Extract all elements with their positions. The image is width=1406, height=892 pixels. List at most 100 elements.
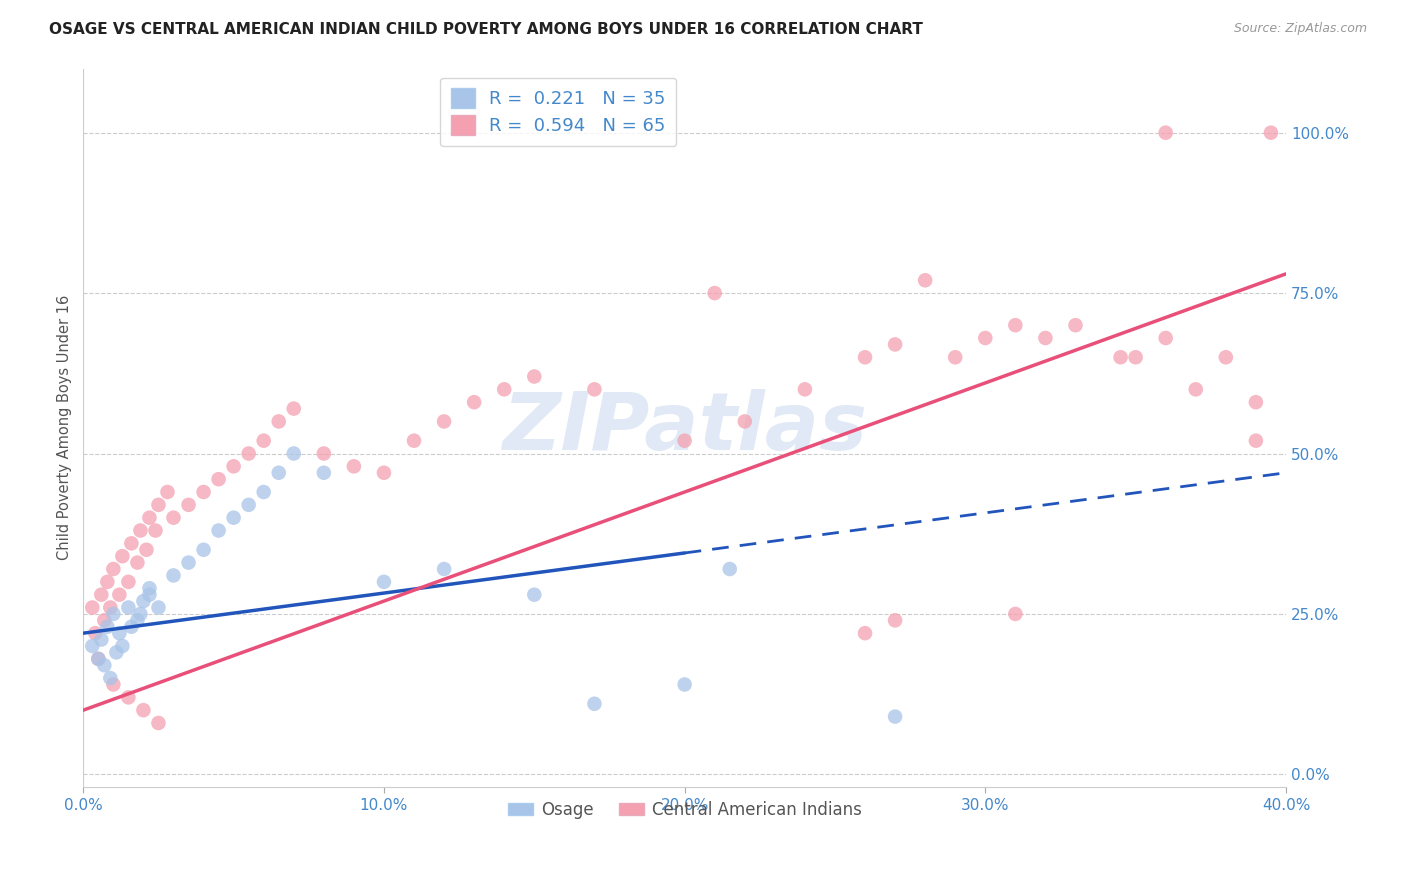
Point [433,562,456,576]
Point [162,510,184,524]
Point [222,459,245,474]
Point [111,639,134,653]
Point [238,446,260,460]
Point [718,562,741,576]
Point [1125,351,1147,365]
Point [105,645,128,659]
Point [162,568,184,582]
Point [1244,434,1267,448]
Point [148,498,170,512]
Point [884,337,907,351]
Point [1244,395,1267,409]
Point [402,434,425,448]
Y-axis label: Child Poverty Among Boys Under 16: Child Poverty Among Boys Under 16 [58,295,72,560]
Point [148,716,170,731]
Point [283,446,305,460]
Point [974,331,997,345]
Point [135,542,157,557]
Point [103,562,125,576]
Point [98,671,121,685]
Point [82,600,104,615]
Point [583,697,606,711]
Point [312,446,335,460]
Point [494,382,516,396]
Point [127,613,149,627]
Text: OSAGE VS CENTRAL AMERICAN INDIAN CHILD POVERTY AMONG BOYS UNDER 16 CORRELATION C: OSAGE VS CENTRAL AMERICAN INDIAN CHILD P… [49,22,924,37]
Point [84,626,107,640]
Point [1184,382,1206,396]
Point [433,414,456,428]
Point [132,594,155,608]
Point [1154,331,1177,345]
Point [914,273,936,287]
Point [373,466,395,480]
Point [373,574,395,589]
Point [523,369,546,384]
Point [343,459,366,474]
Point [145,524,167,538]
Point [283,401,305,416]
Point [853,351,876,365]
Point [117,690,139,705]
Point [1154,126,1177,140]
Point [108,626,131,640]
Point [793,382,815,396]
Point [156,485,179,500]
Point [127,556,149,570]
Point [120,620,142,634]
Point [463,395,485,409]
Point [93,613,115,627]
Text: ZIPatlas: ZIPatlas [502,389,868,467]
Point [703,286,725,301]
Point [853,626,876,640]
Point [734,414,756,428]
Point [117,574,139,589]
Point [132,703,155,717]
Point [1215,351,1237,365]
Point [253,485,276,500]
Point [177,498,200,512]
Point [103,607,125,621]
Point [193,542,215,557]
Point [93,658,115,673]
Point [82,639,104,653]
Point [943,351,966,365]
Text: Source: ZipAtlas.com: Source: ZipAtlas.com [1233,22,1367,36]
Point [98,600,121,615]
Point [583,382,606,396]
Legend: Osage, Central American Indians: Osage, Central American Indians [501,794,869,826]
Point [90,632,112,647]
Point [87,652,110,666]
Point [267,414,290,428]
Point [207,524,229,538]
Point [267,466,290,480]
Point [87,652,110,666]
Point [193,485,215,500]
Point [108,588,131,602]
Point [120,536,142,550]
Point [129,524,152,538]
Point [673,434,696,448]
Point [238,498,260,512]
Point [138,510,160,524]
Point [207,472,229,486]
Point [1064,318,1087,333]
Point [103,677,125,691]
Point [312,466,335,480]
Point [1004,318,1026,333]
Point [884,709,907,723]
Point [96,574,118,589]
Point [253,434,276,448]
Point [148,600,170,615]
Point [1004,607,1026,621]
Point [117,600,139,615]
Point [523,588,546,602]
Point [673,677,696,691]
Point [138,581,160,595]
Point [129,607,152,621]
Point [111,549,134,564]
Point [90,588,112,602]
Point [96,620,118,634]
Point [1260,126,1282,140]
Point [1109,351,1132,365]
